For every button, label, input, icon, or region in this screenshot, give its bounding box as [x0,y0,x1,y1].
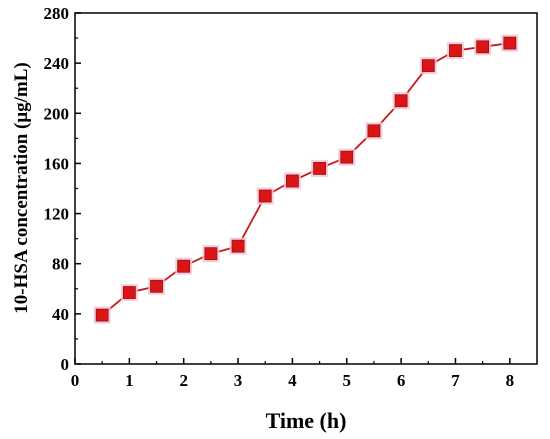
y-tick-label: 0 [61,355,70,374]
y-tick-label: 160 [44,154,70,173]
x-tick-label: 7 [451,371,460,390]
data-point [449,44,462,58]
x-tick-label: 2 [179,371,188,390]
y-tick-label: 240 [44,54,70,73]
x-axis: 0 1 2 3 4 5 6 7 8 [71,358,514,390]
data-point [313,162,326,175]
data-point [367,124,381,138]
y-tick-label: 40 [52,305,69,324]
data-point [150,279,163,293]
x-axis-label: Time (h) [266,408,347,433]
data-point [231,239,245,253]
data-point [340,150,354,164]
y-axis: 0 40 80 120 160 200 240 280 [44,4,81,374]
y-tick-label: 80 [52,255,69,274]
data-point [204,247,218,261]
plot-frame [74,12,538,365]
data-point [258,189,272,203]
data-point [286,174,299,188]
x-tick-label: 6 [397,371,406,390]
data-point [421,59,435,73]
x-tick-label: 3 [234,371,243,390]
series-line [101,42,510,316]
x-tick-label: 0 [71,371,80,390]
x-tick-label: 5 [343,371,352,390]
data-point [177,259,191,273]
x-tick-label: 1 [125,371,134,390]
data-point [476,40,490,54]
y-tick-label: 200 [44,104,70,123]
y-tick-label: 280 [44,4,70,23]
data-point [503,36,517,50]
data-point [95,308,109,322]
x-tick-label: 8 [506,371,515,390]
y-tick-label: 120 [44,205,70,224]
data-point [394,94,408,108]
y-axis-label: 10-HSA concentration (μg/mL) [11,62,32,313]
data-series [93,34,519,324]
data-point [122,286,136,299]
x-tick-label: 4 [288,371,297,390]
